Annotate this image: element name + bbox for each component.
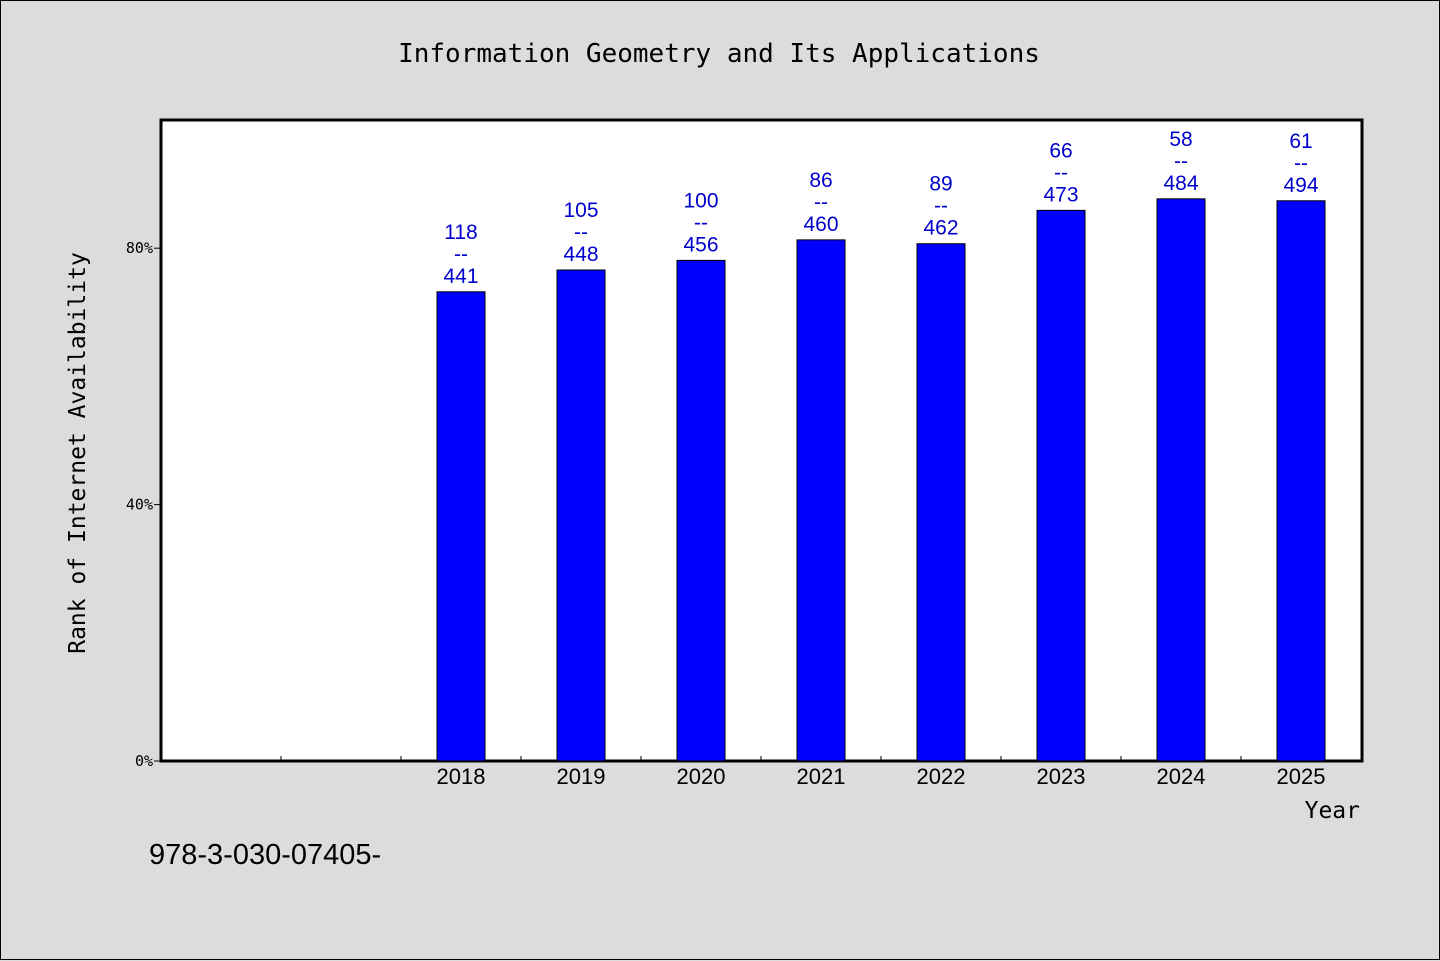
chart-title: Information Geometry and Its Application… [398, 39, 1040, 69]
bar-data-label: 86 [809, 169, 832, 192]
y-tick-label: 40% [126, 496, 153, 514]
bar-label-separator: -- [934, 195, 948, 218]
x-tick-label: 2023 [1037, 764, 1086, 789]
x-tick-label: 2018 [437, 764, 486, 789]
bars [436, 198, 1326, 762]
x-tick-label: 2022 [917, 764, 966, 789]
bar-data-label: 456 [683, 233, 718, 256]
bar-2025 [1276, 200, 1326, 762]
bar-data-label: 105 [563, 199, 598, 222]
y-tick-label: 80% [126, 239, 153, 257]
x-tick-label: 2020 [677, 764, 726, 789]
bar-data-label: 61 [1289, 130, 1312, 153]
y-axis: 0% 40% 80% [126, 239, 161, 770]
bar-2024 [1156, 198, 1206, 762]
x-axis-label: Year [1305, 798, 1360, 824]
bar-label-separator: -- [1294, 152, 1308, 175]
bar-2018 [436, 291, 486, 762]
bar-data-label: 118 [444, 221, 477, 244]
y-tick-label: 0% [135, 752, 153, 770]
bar-label-separator: -- [1054, 161, 1068, 184]
bar-label-separator: -- [454, 243, 468, 266]
bar-label-separator: -- [694, 211, 708, 234]
bar-2022 [916, 243, 966, 762]
bar-2020 [676, 259, 726, 762]
bar-labels: 118--441105--448100--45686--46089--46266… [443, 128, 1318, 288]
bar-data-label: 66 [1049, 139, 1072, 162]
bar-data-label: 100 [683, 189, 718, 212]
bar-label-separator: -- [574, 221, 588, 244]
x-tick-label: 2019 [557, 764, 606, 789]
x-tick-label: 2024 [1157, 764, 1206, 789]
bar-data-label: 460 [803, 213, 838, 236]
bar-data-label: 494 [1283, 174, 1318, 197]
x-axis: 2018 2019 2020 2021 2022 2023 2024 2025 [280, 756, 1326, 789]
bar-2021 [796, 239, 846, 762]
bar-2019 [556, 269, 606, 762]
bar-2023 [1036, 209, 1086, 762]
bar-data-label: 484 [1163, 172, 1198, 195]
bar-label-separator: -- [814, 191, 828, 214]
footer-text: 978-3-030-07405- [149, 839, 381, 871]
bar-data-label: 462 [923, 217, 958, 240]
bar-data-label: 473 [1043, 183, 1078, 206]
x-tick-label: 2021 [797, 764, 846, 789]
bar-data-label: 58 [1169, 128, 1192, 151]
bar-label-separator: -- [1174, 150, 1188, 173]
y-axis-label: Rank of Internet Availability [65, 252, 91, 654]
x-tick-label: 2025 [1277, 764, 1326, 789]
bar-data-label: 441 [443, 265, 478, 288]
bar-data-label: 448 [563, 243, 598, 266]
bar-data-label: 89 [929, 173, 952, 196]
